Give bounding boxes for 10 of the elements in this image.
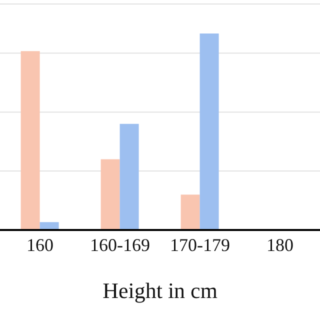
x-axis-title: Height in cm	[102, 278, 218, 303]
bar	[120, 124, 139, 230]
x-tick-label: 180	[266, 234, 294, 255]
bar	[100, 159, 120, 230]
bar	[200, 33, 219, 230]
bar	[20, 51, 40, 230]
x-tick-label: 160-169	[90, 234, 150, 255]
x-tick-label: 170-179	[170, 234, 230, 255]
bar	[180, 194, 200, 230]
x-tick-label: 160	[26, 234, 54, 255]
